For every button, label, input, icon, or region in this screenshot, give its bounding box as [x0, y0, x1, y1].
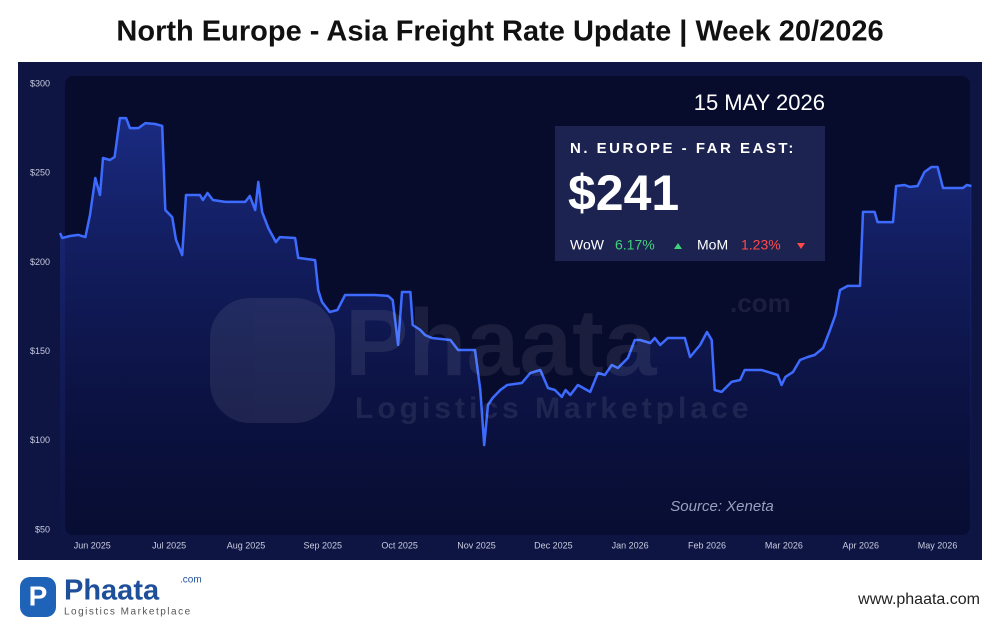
area	[60, 118, 972, 535]
y-tick-label: $300	[30, 78, 50, 88]
y-tick-label: $250	[30, 168, 50, 178]
x-tick-label: Jan 2026	[612, 540, 649, 550]
watermark-tagline: Logistics Marketplace	[355, 392, 752, 425]
footer-domain: .com	[180, 575, 202, 586]
x-tick-label: Mar 2026	[765, 540, 803, 550]
route: N. EUROPE - FAR EAST:	[570, 140, 796, 157]
x-tick-label: Aug 2025	[227, 540, 266, 550]
footer-logo-letter: P	[29, 580, 48, 611]
x-tick-label: Oct 2025	[381, 540, 418, 550]
down-arrow	[797, 243, 805, 249]
watermark-domain: .com	[730, 288, 791, 318]
line	[58, 116, 972, 447]
watermark-logo	[210, 298, 335, 423]
x-tick-label: Nov 2025	[457, 540, 496, 550]
wow-label: WoW	[570, 237, 605, 253]
footer-url: www.phaata.com	[857, 591, 980, 608]
rate-card	[555, 126, 825, 261]
x-tick-label: Apr 2026	[842, 540, 879, 550]
watermark: Phaata .com Logistics Marketplace	[210, 288, 791, 425]
x-tick-label: Jul 2025	[152, 540, 186, 550]
up-arrow	[674, 243, 682, 249]
plot: $50 $100 $150 $200 $250 $300 Jun 2025 Jul 2025 A…	[30, 78, 972, 550]
x-tick-label: Jun 2025	[74, 540, 111, 550]
x-tick-label: Feb 2026	[688, 540, 726, 550]
x-tick-label: Sep 2025	[304, 540, 343, 550]
footer-logo-icon	[20, 577, 56, 617]
footer-tagline: Logistics Marketplace	[64, 607, 192, 618]
x-tick-label: May 2026	[918, 540, 958, 550]
source: Source: Xeneta	[670, 498, 773, 515]
x-tick-label: Dec 2025	[534, 540, 573, 550]
y-tick-label: $150	[30, 346, 50, 356]
date: 15 MAY 2026	[694, 90, 825, 115]
y-tick-label: $200	[30, 257, 50, 267]
y-tick-label: $100	[30, 435, 50, 445]
footer-brand: Phaata	[64, 575, 160, 607]
mom-value: 1.23%	[741, 237, 781, 253]
price: $241	[568, 165, 679, 221]
y-tick-label: $50	[35, 524, 50, 534]
watermark-brand: Phaata	[345, 290, 658, 396]
wow-value: 6.17%	[615, 237, 655, 253]
mom-label: MoM	[697, 237, 728, 253]
title: North Europe - Asia Freight Rate Update …	[116, 16, 883, 48]
